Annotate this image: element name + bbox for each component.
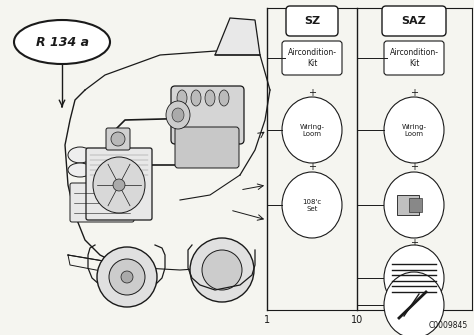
Ellipse shape	[172, 108, 184, 122]
Text: Aircondition-
Kit: Aircondition- Kit	[288, 48, 337, 68]
FancyBboxPatch shape	[286, 6, 338, 36]
FancyBboxPatch shape	[106, 128, 130, 150]
FancyBboxPatch shape	[70, 183, 134, 222]
Ellipse shape	[177, 90, 187, 106]
Ellipse shape	[205, 90, 215, 106]
FancyBboxPatch shape	[282, 41, 342, 75]
Text: Aircondition-
Kit: Aircondition- Kit	[390, 48, 438, 68]
Text: SZ: SZ	[304, 16, 320, 26]
Ellipse shape	[384, 172, 444, 238]
Ellipse shape	[93, 157, 145, 213]
Text: Wiring-
Loom: Wiring- Loom	[300, 124, 325, 136]
Ellipse shape	[219, 90, 229, 106]
Ellipse shape	[68, 163, 92, 177]
Text: +: +	[410, 238, 418, 248]
Text: C0009845: C0009845	[429, 321, 468, 330]
Ellipse shape	[113, 179, 125, 191]
Text: +: +	[410, 88, 418, 98]
Ellipse shape	[166, 101, 190, 129]
Ellipse shape	[14, 20, 110, 64]
Text: +: +	[308, 162, 316, 172]
Ellipse shape	[111, 132, 125, 146]
FancyBboxPatch shape	[86, 148, 152, 220]
Text: 10: 10	[351, 315, 363, 325]
Text: 1: 1	[264, 315, 270, 325]
Text: SAZ: SAZ	[401, 16, 427, 26]
Ellipse shape	[191, 90, 201, 106]
Ellipse shape	[68, 147, 92, 163]
FancyBboxPatch shape	[397, 195, 419, 215]
Polygon shape	[409, 198, 422, 212]
Polygon shape	[215, 18, 260, 55]
Ellipse shape	[282, 172, 342, 238]
Ellipse shape	[384, 97, 444, 163]
Text: +: +	[410, 162, 418, 172]
Ellipse shape	[202, 250, 242, 290]
Ellipse shape	[282, 97, 342, 163]
Text: +: +	[410, 310, 418, 320]
FancyBboxPatch shape	[171, 86, 244, 144]
Text: R 134 a: R 134 a	[36, 36, 89, 49]
FancyBboxPatch shape	[175, 127, 239, 168]
Ellipse shape	[190, 238, 254, 302]
Text: +: +	[308, 88, 316, 98]
Text: Wiring-
Loom: Wiring- Loom	[401, 124, 427, 136]
Ellipse shape	[121, 271, 133, 283]
FancyBboxPatch shape	[384, 41, 444, 75]
Ellipse shape	[97, 247, 157, 307]
FancyBboxPatch shape	[382, 6, 446, 36]
Ellipse shape	[109, 259, 145, 295]
Text: 108'c
Set: 108'c Set	[302, 199, 322, 211]
Ellipse shape	[384, 272, 444, 335]
Ellipse shape	[384, 245, 444, 311]
